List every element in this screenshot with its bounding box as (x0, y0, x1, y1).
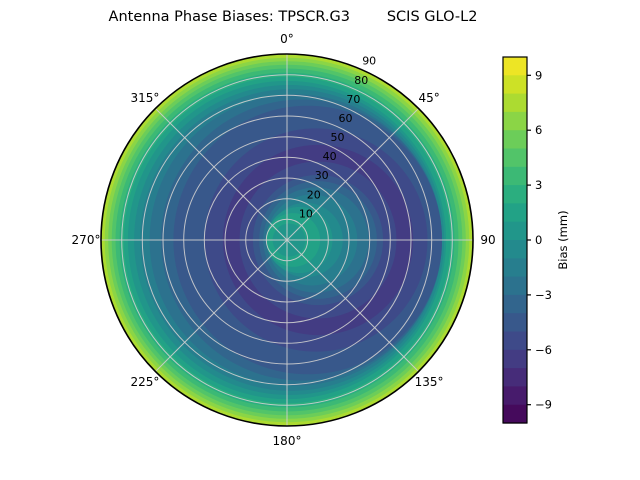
r-tick-label: 50 (331, 131, 345, 144)
r-tick-label: 60 (339, 112, 353, 125)
r-tick-label: 70 (346, 93, 360, 106)
theta-tick-label: 45° (418, 91, 439, 105)
colorbar-segment (503, 75, 527, 95)
colorbar-segment (503, 258, 527, 278)
theta-tick-label: 90 (480, 233, 495, 247)
colorbar-tick-label: 9 (535, 68, 542, 82)
colorbar-segment (503, 148, 527, 168)
colorbar-segment (503, 240, 527, 259)
r-tick-label: 30 (315, 169, 329, 182)
theta-tick-label: 0° (280, 32, 294, 46)
colorbar-tick-label: 6 (535, 123, 542, 137)
colorbar-segment (503, 368, 527, 387)
grid-spoke (286, 108, 419, 241)
theta-tick-label: 315° (130, 91, 159, 105)
grid-spoke (155, 239, 288, 372)
grid-spoke (155, 108, 288, 241)
colorbar-segment (503, 386, 527, 406)
colorbar-segment (503, 404, 527, 424)
axis-labels: 0° 45° 90 135° 180° 225° 270° 315° 10 20 30 40 50 60 7… (72, 32, 496, 448)
colorbar-segment (503, 203, 527, 223)
polar-border (100, 53, 474, 427)
colorbar-segment (503, 313, 527, 333)
theta-tick-label: 225° (130, 375, 159, 389)
colorbar-tick-label: −3 (535, 288, 552, 302)
colorbar-axis-label: Bias (mm) (556, 210, 570, 269)
r-tick-label: 40 (323, 150, 337, 163)
colorbar-tick-label: 0 (535, 233, 542, 247)
colorbar-segment (503, 294, 527, 314)
theta-tick-label: 180° (273, 434, 302, 448)
polar-spine (100, 53, 474, 427)
theta-tick-label: 270° (72, 233, 101, 247)
colorbar-segment (503, 130, 527, 150)
colorbar-segment (503, 111, 527, 131)
colorbar-segment (503, 57, 527, 76)
colorbar-segment (503, 349, 527, 369)
r-tick-label: 80 (354, 74, 368, 87)
r-tick-label: 90 (362, 55, 376, 68)
colorbar-tick-label: 3 (535, 178, 542, 192)
theta-tick-label: 135° (415, 375, 444, 389)
r-tick-label: 10 (299, 207, 313, 220)
grid-spoke (286, 239, 419, 372)
colorbar-segment (503, 93, 527, 113)
colorbar-segment (503, 185, 527, 204)
r-tick-label: 20 (307, 188, 321, 201)
polar-grid (101, 54, 473, 426)
colorbar-tick-label: −9 (535, 398, 552, 412)
colorbar: 9 6 3 0 −3 −6 −9 Bias (mm) (502, 56, 570, 424)
colorbar-segment (503, 276, 527, 296)
colorbar-segment (503, 166, 527, 186)
colorbar-segment (503, 221, 527, 241)
colorbar-segment (503, 331, 527, 351)
colorbar-tick-label: −6 (535, 343, 552, 357)
chart-title: Antenna Phase Biases: TPSCR.G3 SCIS GLO-… (108, 9, 478, 25)
